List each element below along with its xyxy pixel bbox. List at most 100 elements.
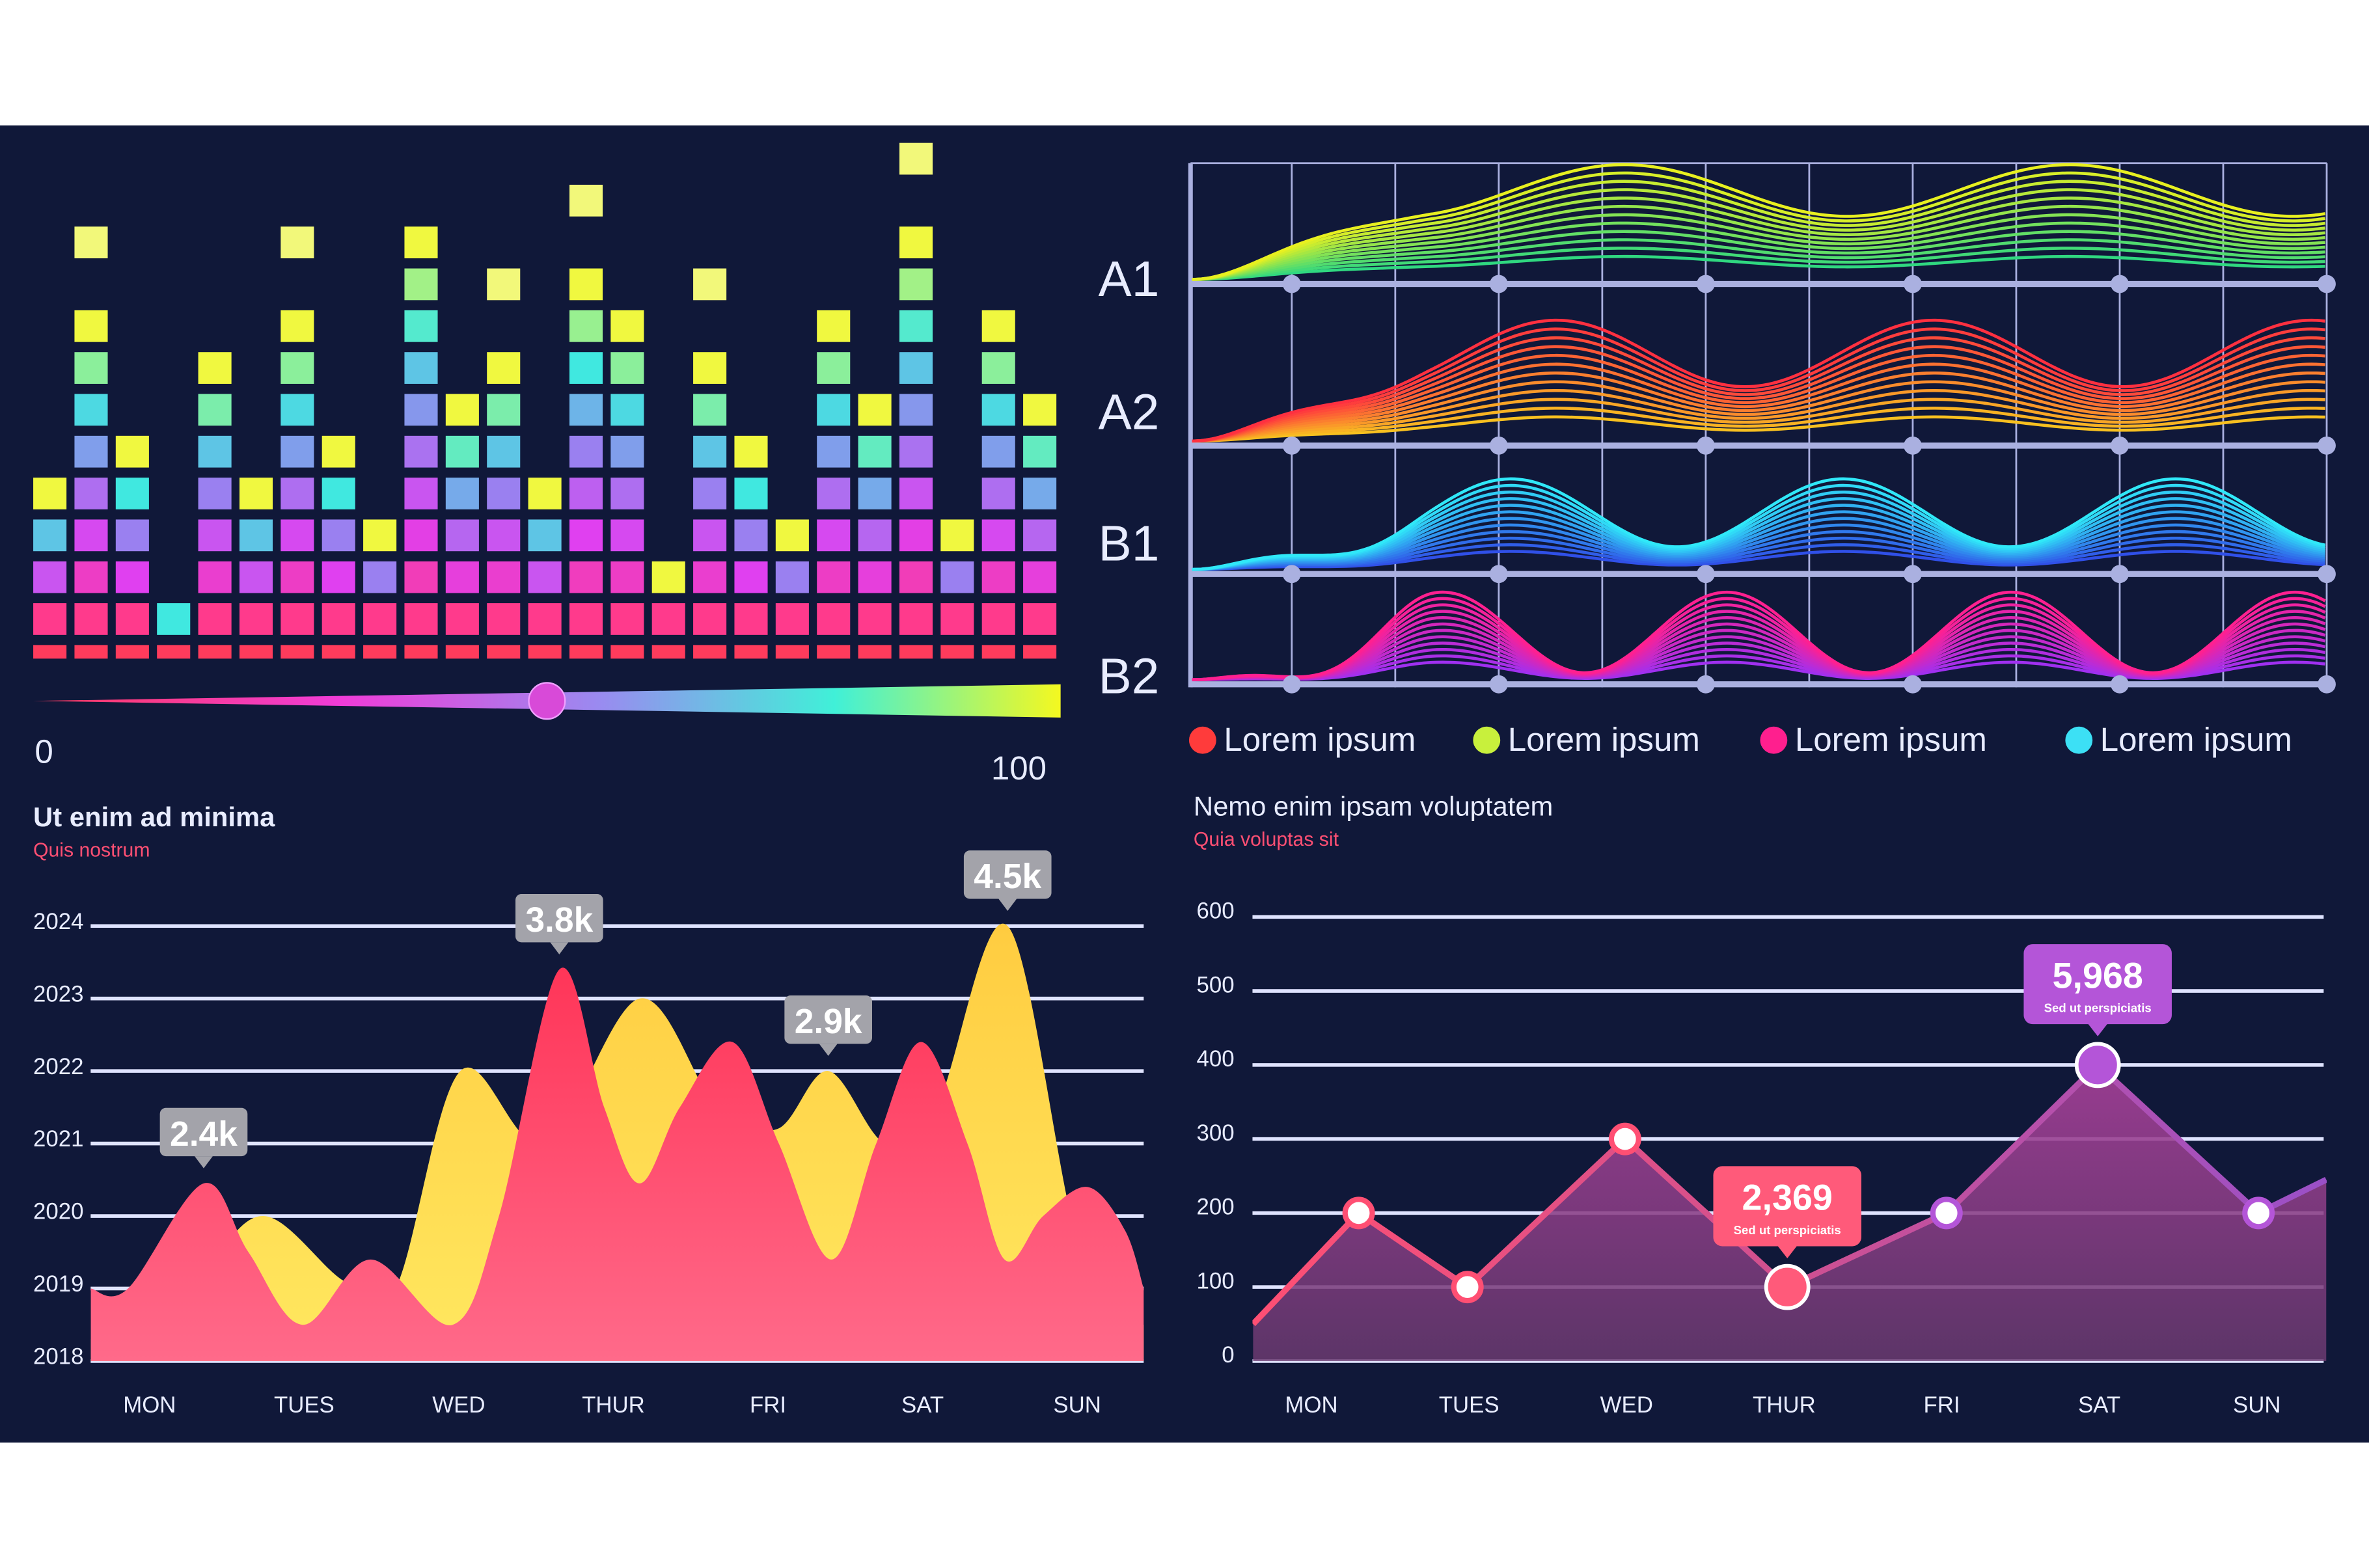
eq-cell	[899, 603, 933, 635]
eq-cell	[281, 478, 314, 509]
data-point[interactable]	[1608, 1122, 1641, 1156]
eq-cell	[1023, 519, 1057, 552]
wave-line	[1192, 180, 2325, 281]
callout-value: 3.8k	[525, 901, 593, 939]
value-callout: 4.5k	[963, 850, 1052, 912]
eq-cell	[899, 394, 933, 426]
right-chart-subtitle: Quia voluptas sit	[1194, 829, 1339, 850]
y-tick-label: 500	[1197, 972, 1235, 997]
callout-box	[784, 995, 872, 1044]
eq-cell	[693, 394, 727, 426]
eq-cell	[817, 310, 851, 342]
eq-cell	[74, 352, 108, 384]
eq-base-cell	[858, 645, 892, 659]
x-tick-label: THUR	[582, 1392, 645, 1418]
eq-cell	[940, 519, 974, 552]
eq-cell	[404, 226, 438, 259]
callout-pointer	[998, 899, 1017, 912]
data-point[interactable]	[1930, 1196, 1963, 1230]
eq-cell	[239, 603, 273, 635]
eq-cell	[198, 561, 232, 593]
eq-cell	[115, 435, 149, 468]
eq-cell	[1023, 478, 1057, 509]
eq-cell	[899, 561, 933, 593]
callout-value: 2.9k	[795, 1003, 862, 1041]
eq-cell	[198, 519, 232, 552]
y-tick-label: 600	[1197, 899, 1235, 924]
y-tick-label: 0	[1222, 1342, 1234, 1368]
eq-cell	[651, 561, 685, 593]
slider-thumb[interactable]	[528, 682, 566, 720]
eq-cell	[487, 435, 521, 468]
band-label-b2: B2	[1099, 649, 1160, 705]
y-tick-label: 300	[1197, 1120, 1235, 1146]
wave-line	[1192, 204, 2325, 281]
x-tick-label: SAT	[901, 1392, 944, 1418]
eq-cell	[115, 603, 149, 635]
eq-cell	[569, 561, 603, 593]
wave-line	[1192, 327, 2325, 443]
highlight-point[interactable]	[2074, 1042, 2121, 1088]
band-marker-dot	[1489, 275, 1508, 293]
highlight-point[interactable]	[1764, 1264, 1811, 1310]
eq-base-cell	[693, 645, 727, 659]
eq-cell	[198, 394, 232, 426]
callout-box	[1713, 1166, 1861, 1247]
eq-cell	[239, 478, 273, 509]
wave-line	[1192, 504, 2326, 571]
eq-cell	[1023, 603, 1057, 635]
eq-base-cell	[239, 645, 273, 659]
eq-peak-cell	[487, 268, 521, 301]
x-tick-label: WED	[432, 1392, 485, 1418]
range-slider[interactable]: 0 100	[33, 682, 1061, 787]
eq-cell	[239, 519, 273, 552]
eq-cell	[281, 394, 314, 426]
band-label-a2: A2	[1099, 385, 1160, 440]
band-marker-dot	[2318, 565, 2336, 584]
eq-cell	[734, 435, 768, 468]
wave-line	[1192, 490, 2326, 571]
value-callout: 2.4k	[159, 1107, 248, 1169]
eq-base-cell	[33, 645, 67, 659]
eq-cell	[115, 561, 149, 593]
eq-cell	[322, 519, 355, 552]
wave-line	[1192, 196, 2325, 281]
eq-cell	[33, 478, 67, 509]
data-point[interactable]	[2242, 1196, 2275, 1230]
eq-cell	[33, 561, 67, 593]
slider-max-label: 100	[991, 750, 1047, 787]
eq-peak-cell	[693, 268, 727, 301]
callout-pointer	[2087, 1022, 2109, 1036]
eq-cell	[363, 519, 397, 552]
eq-cell	[899, 435, 933, 468]
eq-cell	[115, 478, 149, 509]
legend-dot-icon	[1188, 726, 1216, 754]
eq-cell	[858, 519, 892, 552]
eq-cell	[281, 310, 314, 342]
legend-item: Lorem ipsum	[1188, 721, 1416, 758]
x-tick-label: WED	[1600, 1392, 1653, 1418]
left-chart-title: Ut enim ad minima	[33, 802, 275, 832]
area-fill	[1253, 1064, 2327, 1361]
right-line-chart: 0 100 200 300 400 500 600 MON TUES WED THUR FRI SAT S…	[1197, 899, 2327, 1418]
eq-cell	[404, 435, 438, 468]
legend-dot-icon	[2065, 726, 2093, 754]
eq-cell	[33, 603, 67, 635]
wave-line	[1192, 523, 2325, 571]
wave-line	[1192, 230, 2325, 281]
band-marker-dot	[1696, 675, 1715, 694]
data-point[interactable]	[1451, 1271, 1484, 1304]
eq-cell	[1023, 435, 1057, 468]
wave-chart: A1 A2 B1 B2	[1099, 162, 2336, 705]
eq-cell	[74, 519, 108, 552]
wave-line	[1192, 247, 2325, 281]
eq-cell	[569, 394, 603, 426]
wave-line	[1192, 517, 2326, 571]
eq-base-cell	[157, 645, 191, 659]
band-marker-dot	[2111, 436, 2129, 455]
x-tick-label: FRI	[1923, 1392, 1960, 1418]
eq-cell	[569, 435, 603, 468]
callout-subtext: Sed ut perspiciatis	[1734, 1223, 1841, 1237]
eq-base-cell	[198, 645, 232, 659]
data-point[interactable]	[1342, 1196, 1375, 1230]
